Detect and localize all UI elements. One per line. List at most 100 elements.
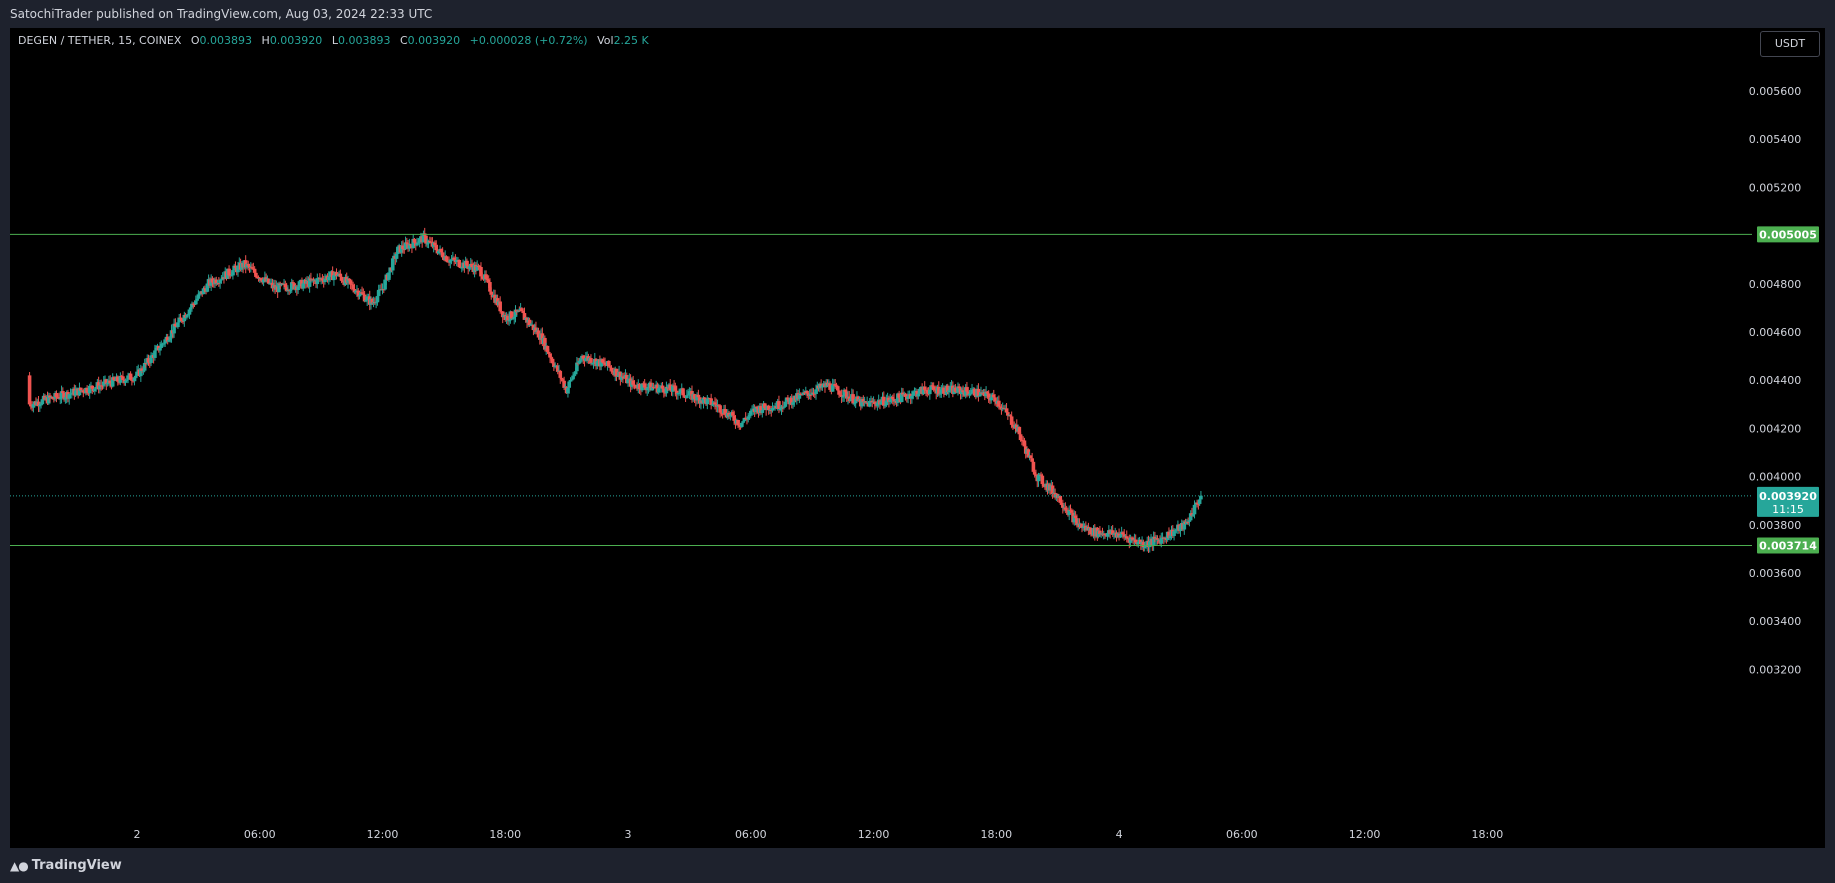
candle-body bbox=[985, 391, 990, 394]
x-tick-label: 06:00 bbox=[735, 828, 767, 841]
candle-body bbox=[1009, 416, 1014, 425]
candle-body bbox=[87, 385, 92, 394]
candle-body bbox=[383, 279, 387, 290]
candle-body bbox=[135, 371, 139, 376]
candle-body bbox=[1103, 533, 1107, 536]
candle-body bbox=[62, 392, 66, 400]
candle-body bbox=[1197, 499, 1202, 504]
candle-body bbox=[361, 293, 366, 295]
candle-body bbox=[332, 275, 336, 281]
candle-body bbox=[1026, 449, 1031, 458]
candle-body bbox=[959, 390, 964, 395]
candle-body bbox=[229, 275, 234, 277]
candle-body bbox=[1173, 530, 1178, 532]
candle-body bbox=[864, 401, 868, 403]
candle-body bbox=[843, 389, 848, 392]
candle-body bbox=[1195, 502, 1199, 504]
candle-body bbox=[1178, 525, 1183, 531]
candle-body bbox=[749, 410, 753, 415]
candle-body bbox=[543, 337, 547, 350]
candle-body bbox=[375, 296, 380, 303]
candle-body bbox=[284, 287, 289, 291]
candle-body bbox=[254, 272, 258, 277]
candle-body bbox=[52, 398, 56, 400]
candle-body bbox=[899, 392, 904, 403]
candle-body bbox=[360, 292, 364, 294]
candle-body bbox=[966, 391, 970, 396]
candle-body bbox=[351, 284, 355, 290]
candle-body bbox=[78, 387, 83, 391]
candle-body bbox=[1017, 426, 1022, 435]
candle-body bbox=[921, 386, 926, 395]
candle-body bbox=[452, 257, 456, 260]
candle-body bbox=[883, 405, 887, 407]
candle-body bbox=[916, 393, 921, 397]
candle-body bbox=[320, 278, 325, 281]
candle-body bbox=[465, 260, 469, 266]
candle-body bbox=[1191, 514, 1196, 516]
candle-body bbox=[408, 244, 413, 246]
candle-body bbox=[356, 290, 361, 297]
candle-body bbox=[77, 387, 82, 396]
candle-body bbox=[646, 387, 651, 389]
candle-body bbox=[931, 386, 936, 390]
candle-body bbox=[945, 385, 950, 393]
candle-body bbox=[772, 407, 776, 409]
candle-body bbox=[40, 399, 45, 405]
candle-body bbox=[256, 277, 261, 279]
candle-body bbox=[185, 315, 189, 318]
chart-area[interactable] bbox=[10, 28, 1825, 848]
candle-body bbox=[1174, 529, 1179, 531]
candle-body bbox=[686, 394, 690, 396]
candle-body bbox=[664, 386, 669, 394]
tradingview-logo[interactable]: ▲● TradingView bbox=[10, 858, 122, 873]
candle-body bbox=[875, 402, 880, 406]
candle-body bbox=[81, 390, 86, 393]
currency-selector[interactable]: USDT bbox=[1760, 31, 1820, 57]
candle-body bbox=[759, 406, 763, 413]
candle-body bbox=[828, 383, 832, 390]
candle-body bbox=[670, 385, 675, 392]
candle-body bbox=[567, 381, 572, 388]
x-tick-label: 06:00 bbox=[1226, 828, 1258, 841]
candle-body bbox=[140, 368, 144, 372]
candle-body bbox=[928, 389, 932, 395]
candle-body bbox=[672, 385, 676, 387]
candle-body bbox=[833, 384, 837, 386]
candle-body bbox=[1199, 495, 1203, 500]
candle-body bbox=[358, 292, 363, 296]
candle-body bbox=[477, 266, 482, 268]
candle-body bbox=[394, 253, 399, 259]
candle-body bbox=[890, 396, 895, 399]
candle-body bbox=[315, 278, 320, 285]
candle-body bbox=[1040, 475, 1045, 485]
candle-body bbox=[416, 242, 421, 244]
candle-body bbox=[1075, 518, 1079, 526]
candle-body bbox=[454, 260, 459, 263]
candle-body bbox=[50, 396, 55, 399]
y-tick-label: 0.004400 bbox=[1749, 374, 1802, 387]
candle-body bbox=[214, 279, 219, 284]
candle-body bbox=[835, 386, 840, 391]
candle-body bbox=[581, 355, 586, 359]
candle-body bbox=[1155, 538, 1160, 540]
candle-body bbox=[811, 392, 816, 394]
candle-body bbox=[1089, 527, 1093, 535]
candle-body bbox=[67, 394, 72, 399]
candle-body bbox=[147, 362, 152, 364]
candle-body bbox=[146, 358, 151, 363]
candle-body bbox=[1151, 536, 1156, 545]
candle-body bbox=[1196, 503, 1201, 505]
candle-body bbox=[48, 395, 52, 398]
candle-body bbox=[984, 391, 988, 397]
candle-body bbox=[1008, 415, 1013, 417]
candle-body bbox=[870, 400, 875, 403]
candle-body bbox=[573, 371, 578, 375]
candle-body bbox=[243, 260, 248, 268]
candle-body bbox=[777, 401, 781, 410]
change-value: +0.000028 (+0.72%) bbox=[469, 34, 588, 47]
candle-body bbox=[986, 393, 991, 398]
candle-body bbox=[1031, 461, 1036, 472]
y-tick-label: 0.003400 bbox=[1749, 615, 1802, 628]
